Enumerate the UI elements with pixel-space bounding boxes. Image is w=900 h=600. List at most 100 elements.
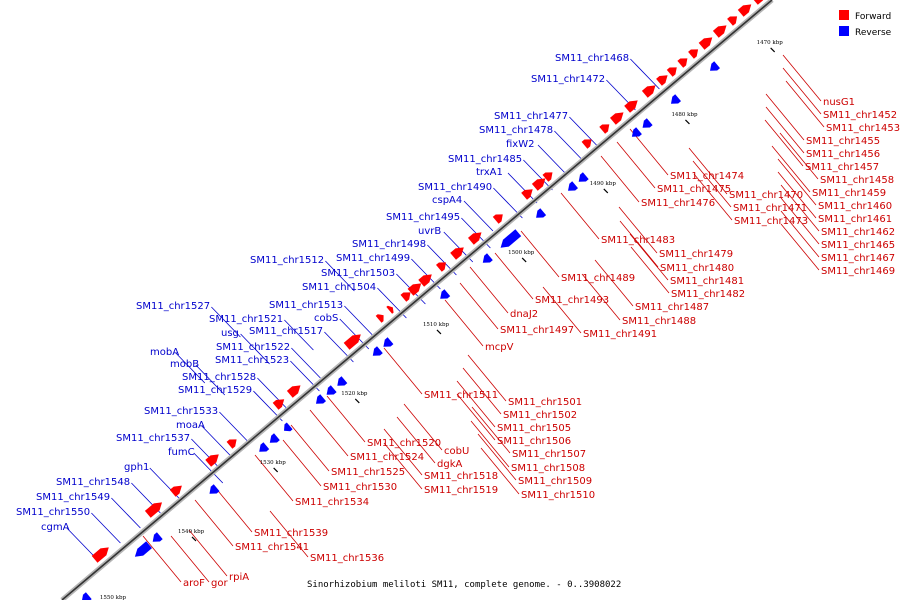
leader-line bbox=[630, 58, 660, 90]
gene-label: SM11_chr1487 bbox=[635, 302, 709, 313]
gene-label: SM11_chr1518 bbox=[424, 471, 498, 482]
gene-label: gor bbox=[211, 578, 228, 589]
gene-label: mobB bbox=[170, 359, 199, 370]
leader-line bbox=[785, 80, 825, 128]
leader-line bbox=[780, 223, 820, 271]
genome-title: Sinorhizobium meliloti SM11, complete ge… bbox=[307, 580, 621, 590]
gene-label: gph1 bbox=[124, 462, 149, 473]
gene-label: SM11_chr1499 bbox=[336, 253, 410, 264]
leader-line bbox=[142, 535, 182, 583]
gene-arrow bbox=[656, 75, 668, 86]
gene-label: SM11_chr1461 bbox=[818, 214, 892, 225]
gene-label: cobS bbox=[314, 313, 338, 324]
leader-line bbox=[765, 106, 805, 154]
gene-label: SM11_chr1502 bbox=[503, 410, 577, 421]
gene-arrow bbox=[642, 118, 653, 128]
leader-line bbox=[462, 367, 502, 415]
gene-label: SM11_chr1477 bbox=[494, 111, 568, 122]
gene-label: SM11_chr1530 bbox=[323, 482, 397, 493]
gene-label: trxA1 bbox=[476, 167, 503, 178]
gene-arrow bbox=[226, 439, 237, 449]
leader-line bbox=[383, 442, 423, 490]
gene-arrow bbox=[205, 454, 219, 467]
gene-label: SM11_chr1476 bbox=[641, 198, 715, 209]
leader-line bbox=[175, 352, 206, 384]
gene-label: SM11_chr1474 bbox=[670, 171, 744, 182]
gene-arrow bbox=[343, 334, 361, 350]
leader-line bbox=[693, 173, 733, 221]
gene-label: SM11_chr1468 bbox=[555, 53, 629, 64]
leader-line bbox=[191, 438, 221, 470]
gene-arrow bbox=[386, 305, 394, 314]
gene-arrow bbox=[581, 139, 592, 149]
gene-arrow bbox=[134, 541, 152, 557]
leader-line bbox=[477, 433, 517, 481]
kbp-tick-label: 1500 kbp bbox=[508, 250, 535, 256]
leader-line bbox=[467, 354, 507, 402]
gene-labels: nusG1 SM11_chr1452 SM11_chr1453 SM11_chr145… bbox=[16, 53, 900, 589]
gene-label: SM11_chr1534 bbox=[295, 497, 369, 508]
leader-line bbox=[594, 259, 634, 307]
gene-arrow bbox=[688, 49, 699, 59]
gene-label: SM11_chr1470 bbox=[729, 190, 803, 201]
kbp-tick-mark bbox=[191, 536, 197, 542]
leader-line bbox=[290, 424, 330, 472]
legend-reverse-swatch bbox=[839, 26, 849, 36]
gene-label: SM11_chr1508 bbox=[511, 463, 585, 474]
gene-label: SM11_chr1528 bbox=[182, 372, 256, 383]
kbp-tick-mark bbox=[354, 398, 360, 404]
gene-arrow bbox=[375, 314, 384, 323]
gene-arrow bbox=[666, 67, 677, 77]
leader-line bbox=[309, 409, 349, 457]
gene-label: SM11_chr1491 bbox=[583, 329, 657, 340]
gene-label: SM11_chr1548 bbox=[56, 477, 130, 488]
gene-arrow bbox=[152, 532, 163, 542]
gene-arrow bbox=[418, 274, 432, 287]
leader-line bbox=[456, 380, 496, 428]
gene-label: dnaJ2 bbox=[510, 309, 538, 320]
kbp-tick-label: 1490 kbp bbox=[590, 181, 617, 187]
kbp-tick-label: 1510 kbp bbox=[423, 322, 450, 328]
gene-label: SM11_chr1517 bbox=[249, 326, 323, 337]
leader-line bbox=[194, 499, 234, 547]
gene-label: SM11_chr1460 bbox=[818, 201, 892, 212]
gene-label: SM11_chr1475 bbox=[657, 184, 731, 195]
gene-arrow bbox=[737, 4, 752, 17]
leader-line bbox=[383, 347, 423, 395]
gene-arrow bbox=[326, 385, 337, 395]
gene-label: dgkA bbox=[437, 459, 462, 470]
gene-arrow bbox=[753, 0, 764, 5]
leader-line bbox=[480, 447, 520, 495]
gene-label: cobU bbox=[444, 446, 469, 457]
gene-label: SM11_chr1490 bbox=[418, 182, 492, 193]
gene-label: SM11_chr1525 bbox=[331, 467, 405, 478]
gene-label: mcpV bbox=[485, 342, 514, 353]
kbp-tick-mark bbox=[685, 119, 690, 125]
gene-label: SM11_chr1524 bbox=[350, 452, 424, 463]
kbp-tick-mark bbox=[273, 467, 279, 473]
gene-arrow bbox=[542, 172, 553, 182]
leader-line bbox=[780, 184, 820, 232]
leader-line bbox=[282, 439, 322, 487]
leader-line bbox=[569, 116, 599, 148]
gene-label: SM11_chr1505 bbox=[497, 423, 571, 434]
leader-line bbox=[764, 119, 804, 167]
gene-arrows bbox=[82, 0, 764, 600]
gene-label: SM11_chr1501 bbox=[508, 397, 582, 408]
kbp-tick-label: 1520 kbp bbox=[341, 391, 368, 397]
gene-arrow bbox=[599, 124, 610, 134]
gene-arrow bbox=[712, 25, 727, 38]
gene-label: SM11_chr1537 bbox=[116, 433, 190, 444]
gene-label: SM11_chr1483 bbox=[601, 235, 675, 246]
gene-arrow bbox=[631, 127, 642, 137]
kbp-tick-label: 1470 kbp bbox=[757, 40, 784, 46]
leader-line bbox=[459, 282, 499, 330]
gene-label: rpiA bbox=[229, 572, 249, 583]
gene-arrow bbox=[209, 484, 220, 494]
leader-line bbox=[692, 160, 732, 208]
leader-lines bbox=[66, 54, 825, 583]
gene-label: SM11_chr1503 bbox=[321, 268, 395, 279]
gene-arrow bbox=[337, 376, 348, 386]
gene-arrow bbox=[671, 94, 681, 104]
leader-line bbox=[383, 428, 423, 476]
